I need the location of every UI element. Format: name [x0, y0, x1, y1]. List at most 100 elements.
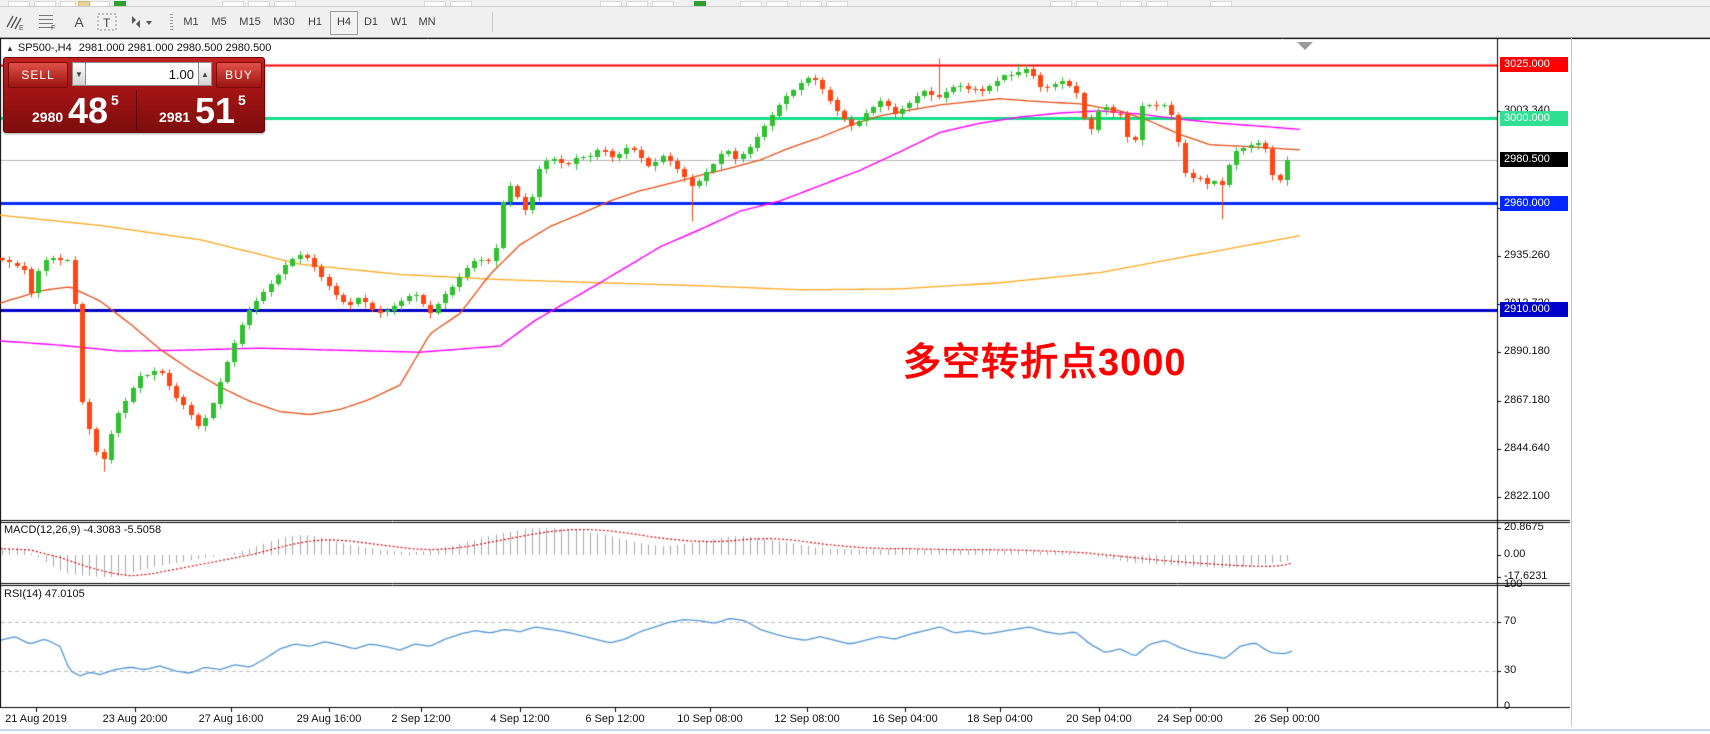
macd-axis-tick: -17.6231 — [1504, 570, 1548, 583]
chart-text-annotation[interactable]: 多空转折点3000 — [903, 342, 1187, 384]
clipped-toolbar-stub — [8, 1, 30, 6]
price-level-label: 3000.000 — [1500, 110, 1568, 126]
clipped-toolbar-strip — [0, 0, 1710, 7]
chart-toolbar: E F A T M1 M5 M15 M30 H1 H4 D1 W1 MN — [0, 7, 1710, 38]
toolbar-drag-handle[interactable] — [170, 14, 173, 30]
clipped-toolbar-stub — [1146, 1, 1168, 6]
time-axis-label: 23 Aug 20:00 — [102, 713, 168, 725]
rsi-axis-tick: 70 — [1504, 615, 1517, 627]
clipped-toolbar-stub — [766, 1, 788, 6]
toolbar-separator — [492, 12, 493, 32]
rsi-axis-tick: 30 — [1504, 663, 1517, 676]
sell-button[interactable]: SELL — [8, 62, 68, 88]
clipped-toolbar-stub — [34, 1, 56, 6]
clipped-toolbar-stub — [652, 1, 674, 6]
price-level-label: 2910.000 — [1500, 302, 1568, 318]
indicators-icon[interactable]: E — [2, 10, 28, 34]
chart-title: ▲ SP500-,H4 2981.000 2981.000 2980.500 298… — [6, 42, 271, 54]
symbol-period: SP500-,H4 — [17, 42, 72, 54]
clipped-toolbar-stub — [740, 1, 762, 6]
rsi-header: RSI(14) 47.0105 — [4, 588, 85, 600]
buy-price-big: 51 — [195, 90, 236, 131]
clipped-toolbar-stub — [600, 1, 622, 6]
timeframe-button-d1[interactable]: D1 — [363, 16, 379, 28]
price-level-label: 2960.000 — [1500, 195, 1568, 211]
price-axis-tick: 2867.180 — [1504, 394, 1550, 406]
volume-increase-button[interactable]: ▲ — [198, 62, 212, 86]
price-axis-tick: 2822.100 — [1504, 490, 1550, 503]
timeframe-button-m15[interactable]: M15 — [239, 16, 261, 28]
clipped-toolbar-stub — [450, 1, 472, 6]
rsi-axis-tick: 100 — [1504, 578, 1523, 591]
text-label-icon[interactable]: A — [74, 14, 84, 30]
clipped-toolbar-stub — [800, 1, 822, 6]
timeframe-button-m1[interactable]: M1 — [183, 16, 199, 28]
clipped-toolbar-stub — [222, 1, 244, 6]
clipped-toolbar-stub — [1076, 1, 1098, 6]
sell-price-sup: 5 — [111, 92, 119, 108]
sell-quote[interactable]: 2980 48 5 — [6, 90, 137, 131]
timeframe-button-w1[interactable]: W1 — [390, 16, 408, 28]
price-level-label: 2980.500 — [1500, 152, 1568, 168]
text-box-icon[interactable]: T — [94, 10, 120, 34]
axis-right-separator — [1571, 38, 1572, 727]
time-axis-label: 27 Aug 16:00 — [198, 713, 264, 725]
buy-price-sup: 5 — [238, 92, 246, 108]
clipped-toolbar-stub — [1120, 1, 1142, 6]
time-axis-label: 20 Sep 04:00 — [1066, 713, 1132, 725]
price-axis-tick: 2935.260 — [1504, 249, 1550, 261]
time-axis-label: 2 Sep 12:00 — [391, 713, 451, 725]
clipped-toolbar-stub — [88, 1, 110, 6]
svg-text:E: E — [19, 25, 24, 31]
ohlc-values: 2981.000 2981.000 2980.500 2980.500 — [78, 42, 272, 54]
timeframe-button-mn[interactable]: MN — [418, 16, 436, 28]
timeframe-button-h4[interactable]: H4 — [330, 11, 358, 35]
volume-input[interactable] — [86, 62, 198, 86]
clipped-toolbar-stub — [114, 1, 126, 6]
time-axis-label: 12 Sep 08:00 — [774, 713, 840, 725]
buy-button[interactable]: BUY — [216, 62, 262, 88]
rsi-axis-tick: 0 — [1504, 700, 1511, 713]
time-axis-label: 6 Sep 12:00 — [585, 713, 645, 725]
volume-decrease-button[interactable]: ▼ — [72, 62, 86, 86]
volume-stepper: ▼ ▲ — [72, 62, 212, 86]
sell-price-big: 48 — [68, 90, 109, 131]
chart-canvas[interactable] — [0, 38, 1710, 728]
time-axis-label: 29 Aug 16:00 — [296, 713, 362, 725]
clipped-toolbar-stub — [1210, 1, 1232, 6]
svg-text:F: F — [51, 25, 55, 31]
timeframe-button-h1[interactable]: H1 — [307, 16, 323, 28]
status-bar-edge — [0, 729, 1710, 731]
time-axis-label: 26 Sep 00:00 — [1254, 713, 1320, 725]
clipped-toolbar-stub — [1050, 1, 1072, 6]
timeframe-button-m5[interactable]: M5 — [211, 16, 227, 28]
time-axis-label: 16 Sep 04:00 — [872, 713, 938, 725]
clipped-toolbar-stub — [248, 1, 270, 6]
collapse-arrow-icon[interactable]: ▲ — [6, 44, 14, 53]
price-axis-tick: 2844.640 — [1504, 442, 1550, 454]
arrows-objects-icon[interactable] — [124, 10, 158, 34]
clipped-toolbar-stub — [694, 1, 706, 6]
clipped-toolbar-stub — [826, 1, 848, 6]
timeframe-button-m30[interactable]: M30 — [273, 16, 295, 28]
clipped-toolbar-stub — [78, 1, 90, 6]
scroll-to-end-arrow-icon[interactable] — [1297, 42, 1313, 50]
time-axis-label: 4 Sep 12:00 — [490, 713, 550, 725]
macd-axis-tick: 0.00 — [1504, 548, 1526, 560]
svg-text:T: T — [103, 16, 111, 30]
time-axis-label: 21 Aug 2019 — [5, 713, 67, 725]
buy-quote[interactable]: 2981 51 5 — [137, 90, 262, 131]
clipped-toolbar-stub — [274, 1, 296, 6]
price-axis-tick: 2890.180 — [1504, 345, 1550, 358]
macd-header: MACD(12,26,9) -4.3083 -5.5058 — [4, 524, 162, 536]
clipped-toolbar-stub — [626, 1, 648, 6]
grid-icon[interactable]: F — [34, 10, 60, 34]
sell-price-small: 2980 — [32, 109, 64, 125]
clipped-toolbar-stub — [424, 1, 446, 6]
time-axis-label: 10 Sep 08:00 — [677, 713, 743, 725]
buy-price-small: 2981 — [159, 109, 191, 125]
time-axis-label: 24 Sep 00:00 — [1157, 713, 1223, 725]
price-level-label: 3025.000 — [1500, 57, 1568, 73]
macd-axis-tick: 20.8675 — [1504, 521, 1544, 534]
